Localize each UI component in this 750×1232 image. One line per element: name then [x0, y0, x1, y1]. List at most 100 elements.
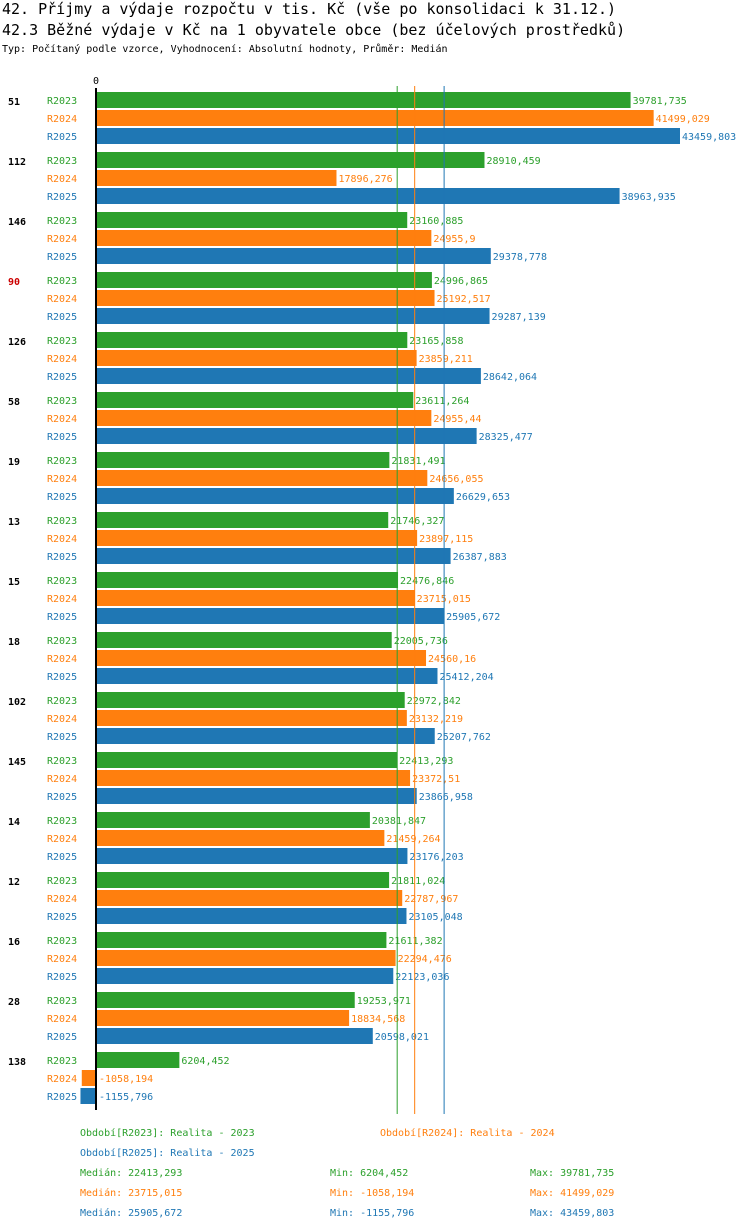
data-label: 28910,459	[486, 156, 540, 167]
series-row-label: R2023	[47, 936, 77, 947]
data-label: 21811,024	[391, 876, 445, 887]
series-row-label: R2025	[47, 852, 77, 863]
bar	[96, 632, 392, 648]
data-label: 23132,219	[409, 714, 463, 725]
bar	[96, 692, 405, 708]
bar	[96, 968, 394, 984]
data-label: 26387,883	[453, 552, 507, 563]
bar	[96, 932, 387, 948]
bar	[96, 248, 491, 264]
series-row-label: R2024	[47, 174, 77, 185]
data-label: -1058,194	[99, 1074, 153, 1085]
bar	[96, 1028, 373, 1044]
series-row-label: R2023	[47, 336, 77, 347]
series-row-label: R2025	[47, 792, 77, 803]
data-label: 22476,846	[400, 576, 454, 587]
data-label: 22005,736	[394, 636, 448, 647]
group-label: 102	[8, 697, 26, 708]
max-r2024: Max: 41499,029	[530, 1188, 615, 1199]
data-label: 29378,778	[493, 252, 547, 263]
data-label: 38963,935	[622, 192, 676, 203]
data-label: 6204,452	[181, 1056, 229, 1067]
data-label: 21459,264	[386, 834, 440, 845]
data-label: -1155,796	[99, 1092, 153, 1103]
series-row-label: R2023	[47, 456, 77, 467]
bar	[96, 752, 398, 768]
group-label: 90	[8, 277, 20, 288]
group-label: 15	[8, 577, 20, 588]
data-label: 25207,762	[437, 732, 491, 743]
series-row-label: R2024	[47, 1014, 77, 1025]
bar	[96, 710, 407, 726]
bar	[96, 992, 355, 1008]
series-row-label: R2025	[47, 912, 77, 923]
group-label: 146	[8, 217, 26, 228]
group-label: 14	[8, 817, 20, 828]
zero-tick-label: 0	[93, 76, 99, 87]
legend-r2023: Období[R2023]: Realita - 2023	[80, 1128, 255, 1139]
group-label: 58	[8, 397, 20, 408]
min-r2024: Min: -1058,194	[330, 1188, 415, 1199]
data-label: 22413,293	[399, 756, 453, 767]
series-row-label: R2023	[47, 516, 77, 527]
group-label: 16	[8, 937, 20, 948]
data-label: 23897,115	[419, 534, 473, 545]
series-row-label: R2024	[47, 114, 77, 125]
group-label: 13	[8, 517, 20, 528]
data-label: 18834,568	[351, 1014, 405, 1025]
bar	[96, 188, 620, 204]
bar	[96, 290, 435, 306]
data-label: 28325,477	[479, 432, 533, 443]
data-label: 17896,276	[338, 174, 392, 185]
bar	[96, 368, 481, 384]
bar	[96, 488, 454, 504]
data-label: 25905,672	[446, 612, 500, 623]
series-row-label: R2025	[47, 132, 77, 143]
data-label: 41499,029	[656, 114, 710, 125]
bar	[96, 110, 654, 126]
bar	[96, 452, 390, 468]
data-label: 21611,382	[388, 936, 442, 947]
bar	[96, 812, 370, 828]
series-row-label: R2025	[47, 552, 77, 563]
bar	[96, 728, 435, 744]
series-row-label: R2023	[47, 96, 77, 107]
bar	[81, 1070, 96, 1086]
bar	[96, 548, 451, 564]
series-row-label: R2023	[47, 696, 77, 707]
group-label: 138	[8, 1057, 26, 1068]
data-label: 23611,264	[415, 396, 469, 407]
bar	[96, 788, 417, 804]
series-row-label: R2025	[47, 672, 77, 683]
data-label: 23160,885	[409, 216, 463, 227]
data-label: 21831,491	[391, 456, 445, 467]
data-label: 23866,958	[419, 792, 473, 803]
bar	[96, 530, 418, 546]
min-r2025: Min: -1155,796	[330, 1208, 415, 1219]
group-label: 145	[8, 757, 26, 768]
series-row-label: R2023	[47, 396, 77, 407]
data-label: 43459,803	[682, 132, 736, 143]
bar	[96, 830, 385, 846]
data-label: 22972,842	[407, 696, 461, 707]
bar	[96, 848, 408, 864]
series-row-label: R2024	[47, 294, 77, 305]
bar	[96, 350, 417, 366]
bar	[96, 308, 490, 324]
series-row-label: R2025	[47, 312, 77, 323]
data-label: 24955,44	[433, 414, 481, 425]
data-label: 25412,204	[439, 672, 493, 683]
series-row-label: R2025	[47, 432, 77, 443]
data-label: 23176,203	[409, 852, 463, 863]
series-row-label: R2023	[47, 816, 77, 827]
bar	[96, 392, 414, 408]
data-label: 20598,021	[375, 1032, 429, 1043]
series-row-label: R2023	[47, 276, 77, 287]
series-row-label: R2023	[47, 756, 77, 767]
chart-type-info: Typ: Počítaný podle vzorce, Vyhodnocení:…	[2, 44, 448, 55]
data-label: 23372,51	[412, 774, 460, 785]
legend-r2024: Období[R2024]: Realita - 2024	[380, 1128, 555, 1139]
series-row-label: R2024	[47, 234, 77, 245]
series-row-label: R2023	[47, 996, 77, 1007]
max-r2023: Max: 39781,735	[530, 1168, 615, 1179]
